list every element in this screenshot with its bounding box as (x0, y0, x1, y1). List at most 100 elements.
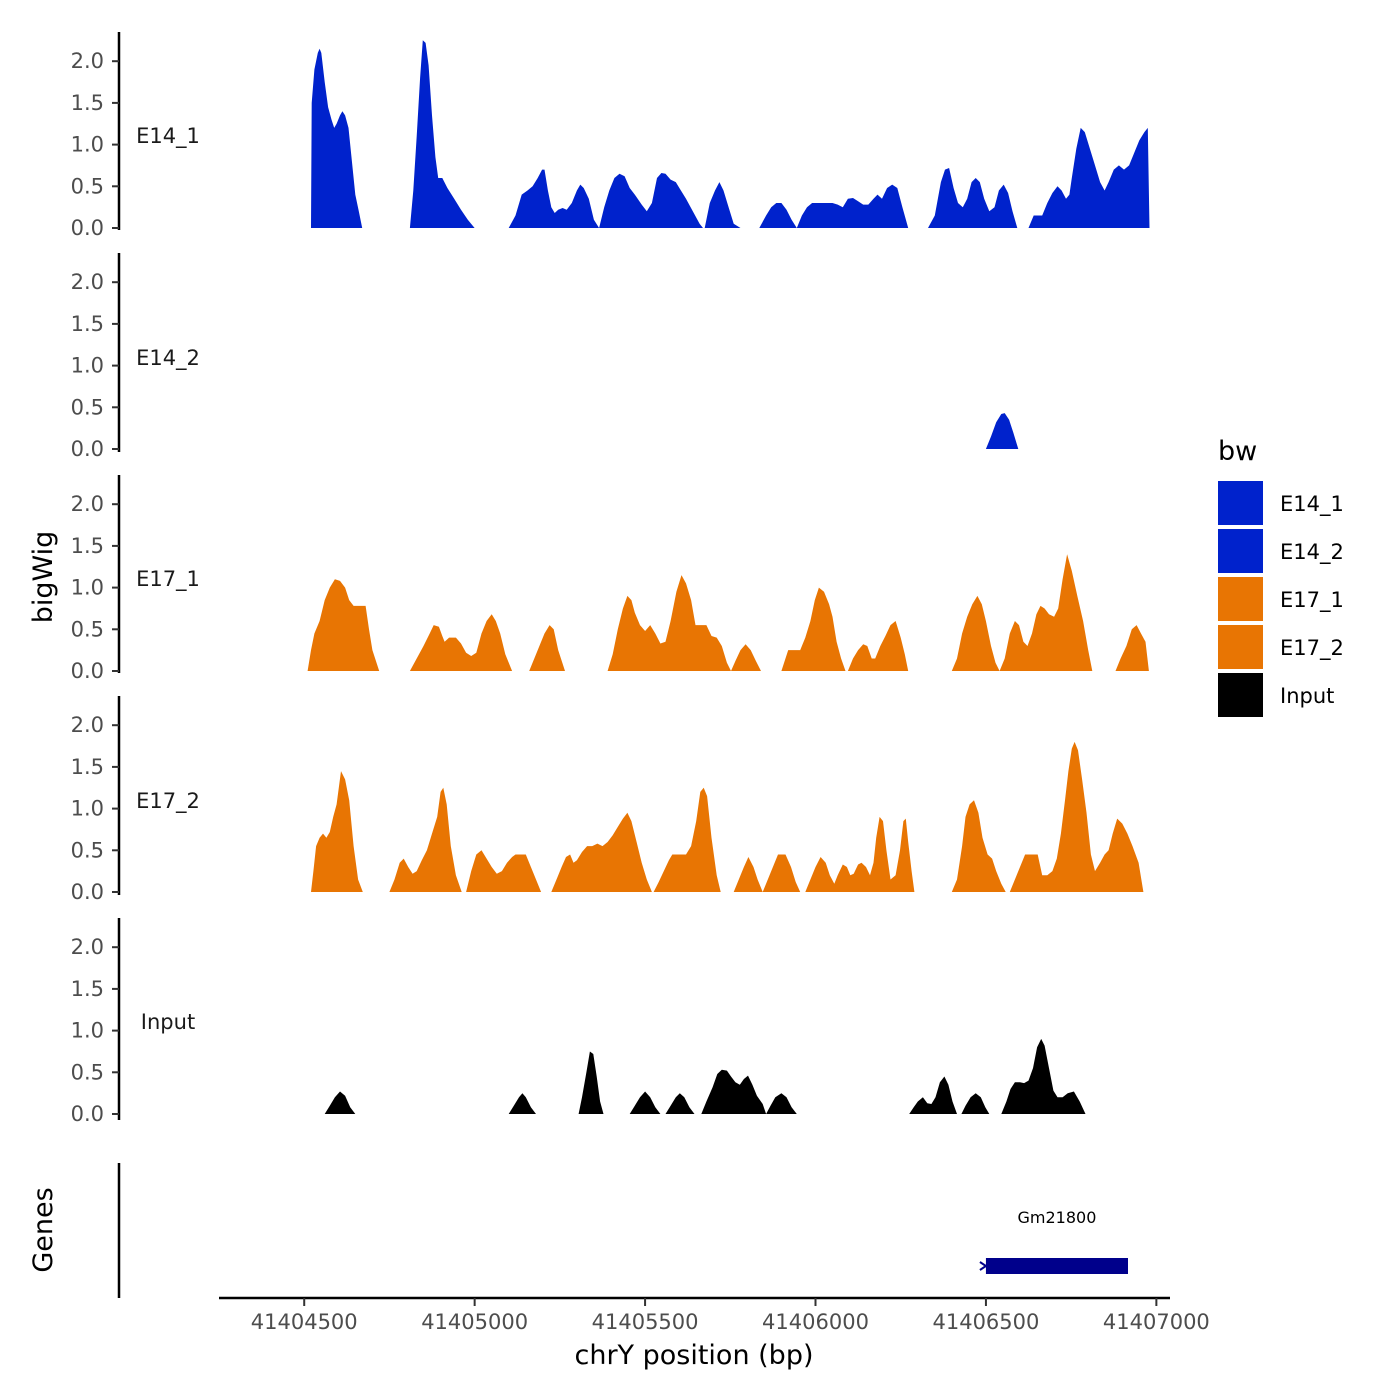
signal-area-E17_1 (847, 621, 909, 671)
y-tick-label: 1.0 (71, 797, 104, 821)
signal-area-E14_2 (985, 413, 1019, 449)
legend-label: E14_2 (1280, 540, 1344, 565)
y-tick-label: 2.0 (71, 270, 104, 294)
signal-area-E17_2 (1009, 741, 1144, 892)
signal-area-E14_1 (311, 48, 363, 229)
genes-panel: Genes Gm21800 (28, 1163, 1128, 1298)
signal-area-E17_2 (311, 771, 363, 892)
y-tick-label: 0.0 (71, 216, 104, 240)
y-tick-label: 0.0 (71, 880, 104, 904)
legend-swatch-E17_2 (1218, 625, 1263, 669)
legend-title: bw (1218, 436, 1257, 467)
signal-area-E17_2 (733, 857, 763, 892)
legend: bw E14_1 E14_2 E17_1 E17_2 Input (1218, 436, 1344, 717)
signal-area-Input (665, 1093, 695, 1114)
signal-area-Input (701, 1069, 767, 1114)
signal-area-E14_1 (759, 203, 797, 228)
track-panel-E17_2: 0.0 0.5 1.0 1.5 2.0 E17_2 (71, 696, 1144, 904)
y-tick-label: 0.5 (71, 838, 104, 862)
x-tick-label: 41405000 (421, 1310, 528, 1334)
y-tick-label: 2.0 (71, 492, 104, 516)
y-tick-label: 2.0 (71, 935, 104, 959)
signal-area-E14_1 (704, 182, 741, 228)
signal-area-E17_1 (731, 644, 761, 671)
track-panel-E14_2: 0.0 0.5 1.0 1.5 2.0 E14_2 (71, 253, 1019, 461)
signal-area-E17_1 (1115, 625, 1149, 671)
signal-area-E14_1 (508, 169, 600, 228)
signal-area-E14_1 (409, 40, 475, 228)
y-tick-label: 1.5 (71, 312, 104, 336)
legend-swatch-E14_1 (1218, 481, 1263, 525)
signal-area-E17_2 (951, 800, 1006, 892)
signal-area-Input (629, 1091, 661, 1114)
y-tick-label: 1.0 (71, 354, 104, 378)
y-tick-label: 0.0 (71, 1102, 104, 1126)
y-tick-label: 2.0 (71, 49, 104, 73)
signal-area-E17_2 (653, 787, 721, 892)
y-tick-label: 2.0 (71, 713, 104, 737)
gene-label: Gm21800 (1018, 1208, 1097, 1227)
x-axis: 41404500 41405000 41405500 41406000 41406500… (219, 1296, 1210, 1371)
y-tick-label: 1.5 (71, 534, 104, 558)
track-label: E14_2 (136, 346, 200, 371)
x-axis-ticks: 41404500 41405000 41405500 41406000 41406500… (251, 1298, 1210, 1334)
gene-strand-arrow (979, 1261, 988, 1271)
legend-label: E17_1 (1280, 588, 1344, 613)
signal-area-Input (961, 1093, 990, 1114)
track-panels: 0.0 0.5 1.0 1.5 2.0 E14_1 0.0 0.5 1.0 1.5 2.0 E14_2… (71, 32, 1150, 1126)
track-panel-E17_1: 0.0 0.5 1.0 1.5 2.0 E17_1 (71, 475, 1149, 683)
track-label: E14_1 (136, 124, 200, 149)
x-axis-title: chrY position (bp) (574, 1340, 813, 1371)
y-tick-label: 1.0 (71, 1019, 104, 1043)
signal-area-E17_1 (409, 614, 513, 671)
signal-area-Input (508, 1093, 536, 1114)
signal-area-E17_2 (762, 854, 801, 892)
signal-area-E14_1 (928, 168, 1018, 228)
track-panel-Input: 0.0 0.5 1.0 1.5 2.0 Input (71, 918, 1086, 1126)
signal-area-E17_2 (389, 787, 462, 892)
x-tick-label: 41404500 (251, 1310, 358, 1334)
y-tick-label: 0.0 (71, 437, 104, 461)
signal-area-Input (766, 1093, 797, 1114)
x-tick-label: 41405500 (592, 1310, 699, 1334)
signal-area-E17_1 (307, 579, 380, 671)
signal-area-E14_1 (599, 173, 703, 228)
legend-swatch-Input (1218, 673, 1263, 717)
legend-label: E17_2 (1280, 636, 1344, 661)
genes-panel-label: Genes (28, 1187, 59, 1272)
signal-area-E17_2 (466, 850, 542, 892)
signal-area-Input (578, 1051, 604, 1114)
x-tick-label: 41406000 (762, 1310, 869, 1334)
y-tick-label: 1.5 (71, 977, 104, 1001)
y-tick-label: 1.5 (71, 755, 104, 779)
y-tick-label: 0.5 (71, 174, 104, 198)
legend-label: E14_1 (1280, 492, 1344, 517)
signal-area-E14_1 (1028, 127, 1150, 228)
signal-area-Input (1001, 1038, 1086, 1114)
track-label: Input (141, 1010, 195, 1034)
signal-area-E17_1 (529, 625, 565, 671)
track-label: E17_1 (136, 567, 200, 592)
track-panel-E14_1: 0.0 0.5 1.0 1.5 2.0 E14_1 (71, 32, 1150, 240)
y-tick-label: 0.5 (71, 395, 104, 419)
signal-area-E14_1 (796, 184, 909, 228)
track-label: E17_2 (136, 789, 200, 814)
y-tick-label: 0.5 (71, 1060, 104, 1084)
signal-area-Input (909, 1076, 957, 1114)
signal-area-E17_2 (805, 816, 915, 892)
y-tick-label: 1.0 (71, 133, 104, 157)
y-tick-label: 0.5 (71, 617, 104, 641)
gene-model-Gm21800 (985, 1258, 1128, 1274)
legend-swatch-E17_1 (1218, 577, 1263, 621)
y-axis-title: bigWig (28, 531, 59, 624)
y-tick-label: 0.0 (71, 659, 104, 683)
legend-swatch-E14_2 (1218, 529, 1263, 573)
signal-area-Input (324, 1091, 356, 1114)
gene-models: Gm21800 (979, 1208, 1128, 1274)
signal-area-E17_1 (607, 575, 731, 671)
signal-area-E17_1 (781, 587, 846, 671)
y-tick-label: 1.0 (71, 576, 104, 600)
signal-area-E17_2 (551, 812, 652, 892)
legend-label: Input (1280, 684, 1334, 708)
